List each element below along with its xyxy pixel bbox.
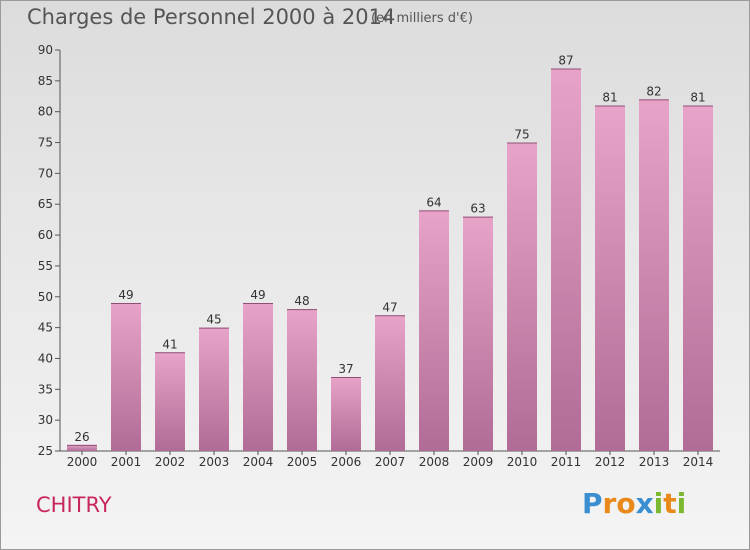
bar	[67, 444, 97, 451]
x-tick-label: 2010	[507, 455, 538, 469]
bar	[551, 68, 581, 451]
bar	[155, 352, 185, 451]
x-tick-label: 2000	[67, 455, 98, 469]
bars	[67, 68, 713, 452]
y-tick-label: 85	[38, 74, 53, 88]
y-tick-label: 25	[38, 444, 53, 458]
logo-letter: x	[635, 487, 654, 520]
x-tick-label: 2008	[419, 455, 450, 469]
data-label: 45	[206, 313, 221, 327]
logo-letter: o	[616, 487, 636, 520]
bar	[507, 142, 537, 452]
bar	[199, 327, 229, 451]
place-name: CHITRY	[36, 493, 112, 517]
data-label: 81	[690, 91, 705, 105]
x-tick-label: 2013	[639, 455, 670, 469]
x-tick-label: 2005	[287, 455, 318, 469]
x-tick-label: 2001	[111, 455, 142, 469]
proxiti-logo[interactable]: Proxiti	[582, 487, 686, 520]
y-tick-label: 55	[38, 259, 53, 273]
data-label: 37	[338, 362, 353, 376]
y-tick-label: 30	[38, 413, 53, 427]
bar	[111, 302, 141, 451]
bar	[287, 309, 317, 451]
x-tick-label: 2014	[683, 455, 714, 469]
data-label: 64	[426, 195, 441, 209]
logo-letter: P	[582, 487, 603, 520]
data-label: 49	[118, 288, 133, 302]
x-tick-label: 2003	[199, 455, 230, 469]
data-labels: 26 49 41 45 49 48 37 47 64 63 75 87 81 82 81	[74, 54, 705, 444]
bar	[419, 210, 449, 451]
x-tick-label: 2012	[595, 455, 626, 469]
data-label: 81	[602, 91, 617, 105]
data-label: 82	[646, 84, 661, 98]
logo-letter: i	[676, 487, 687, 520]
y-tick-label: 40	[38, 351, 53, 365]
y-tick-label: 80	[38, 105, 53, 119]
y-tick-label: 65	[38, 197, 53, 211]
bar	[683, 105, 713, 452]
data-label: 63	[470, 202, 485, 216]
y-tick-label: 60	[38, 228, 53, 242]
bar	[243, 302, 273, 451]
logo-letter: r	[602, 487, 617, 520]
bar	[375, 315, 405, 451]
x-tick-label: 2011	[551, 455, 582, 469]
data-label: 47	[382, 300, 397, 314]
bar	[463, 216, 493, 451]
chart-title: Charges de Personnel 2000 à 2014	[27, 5, 396, 29]
logo-letter: i	[653, 487, 664, 520]
y-tick-label: 90	[38, 43, 53, 57]
y-tick-label: 75	[38, 136, 53, 150]
data-label: 87	[558, 54, 573, 68]
bar	[639, 99, 669, 451]
data-label: 26	[74, 430, 89, 444]
x-tick-label: 2002	[155, 455, 186, 469]
x-tick-label: 2004	[243, 455, 274, 469]
data-label: 49	[250, 288, 265, 302]
chart-subtitle: (en milliers d'€)	[371, 11, 473, 26]
y-tick-label: 45	[38, 321, 53, 335]
x-tick-label: 2007	[375, 455, 406, 469]
y-tick-label: 70	[38, 166, 53, 180]
data-label: 41	[162, 337, 177, 351]
data-label: 48	[294, 294, 309, 308]
x-tick-label: 2006	[331, 455, 362, 469]
data-label: 75	[514, 128, 529, 142]
bar	[595, 105, 625, 452]
bar	[331, 376, 361, 451]
y-tick-label: 50	[38, 290, 53, 304]
x-tick-label: 2009	[463, 455, 494, 469]
y-tick-label: 35	[38, 382, 53, 396]
logo-letter: t	[663, 487, 677, 520]
